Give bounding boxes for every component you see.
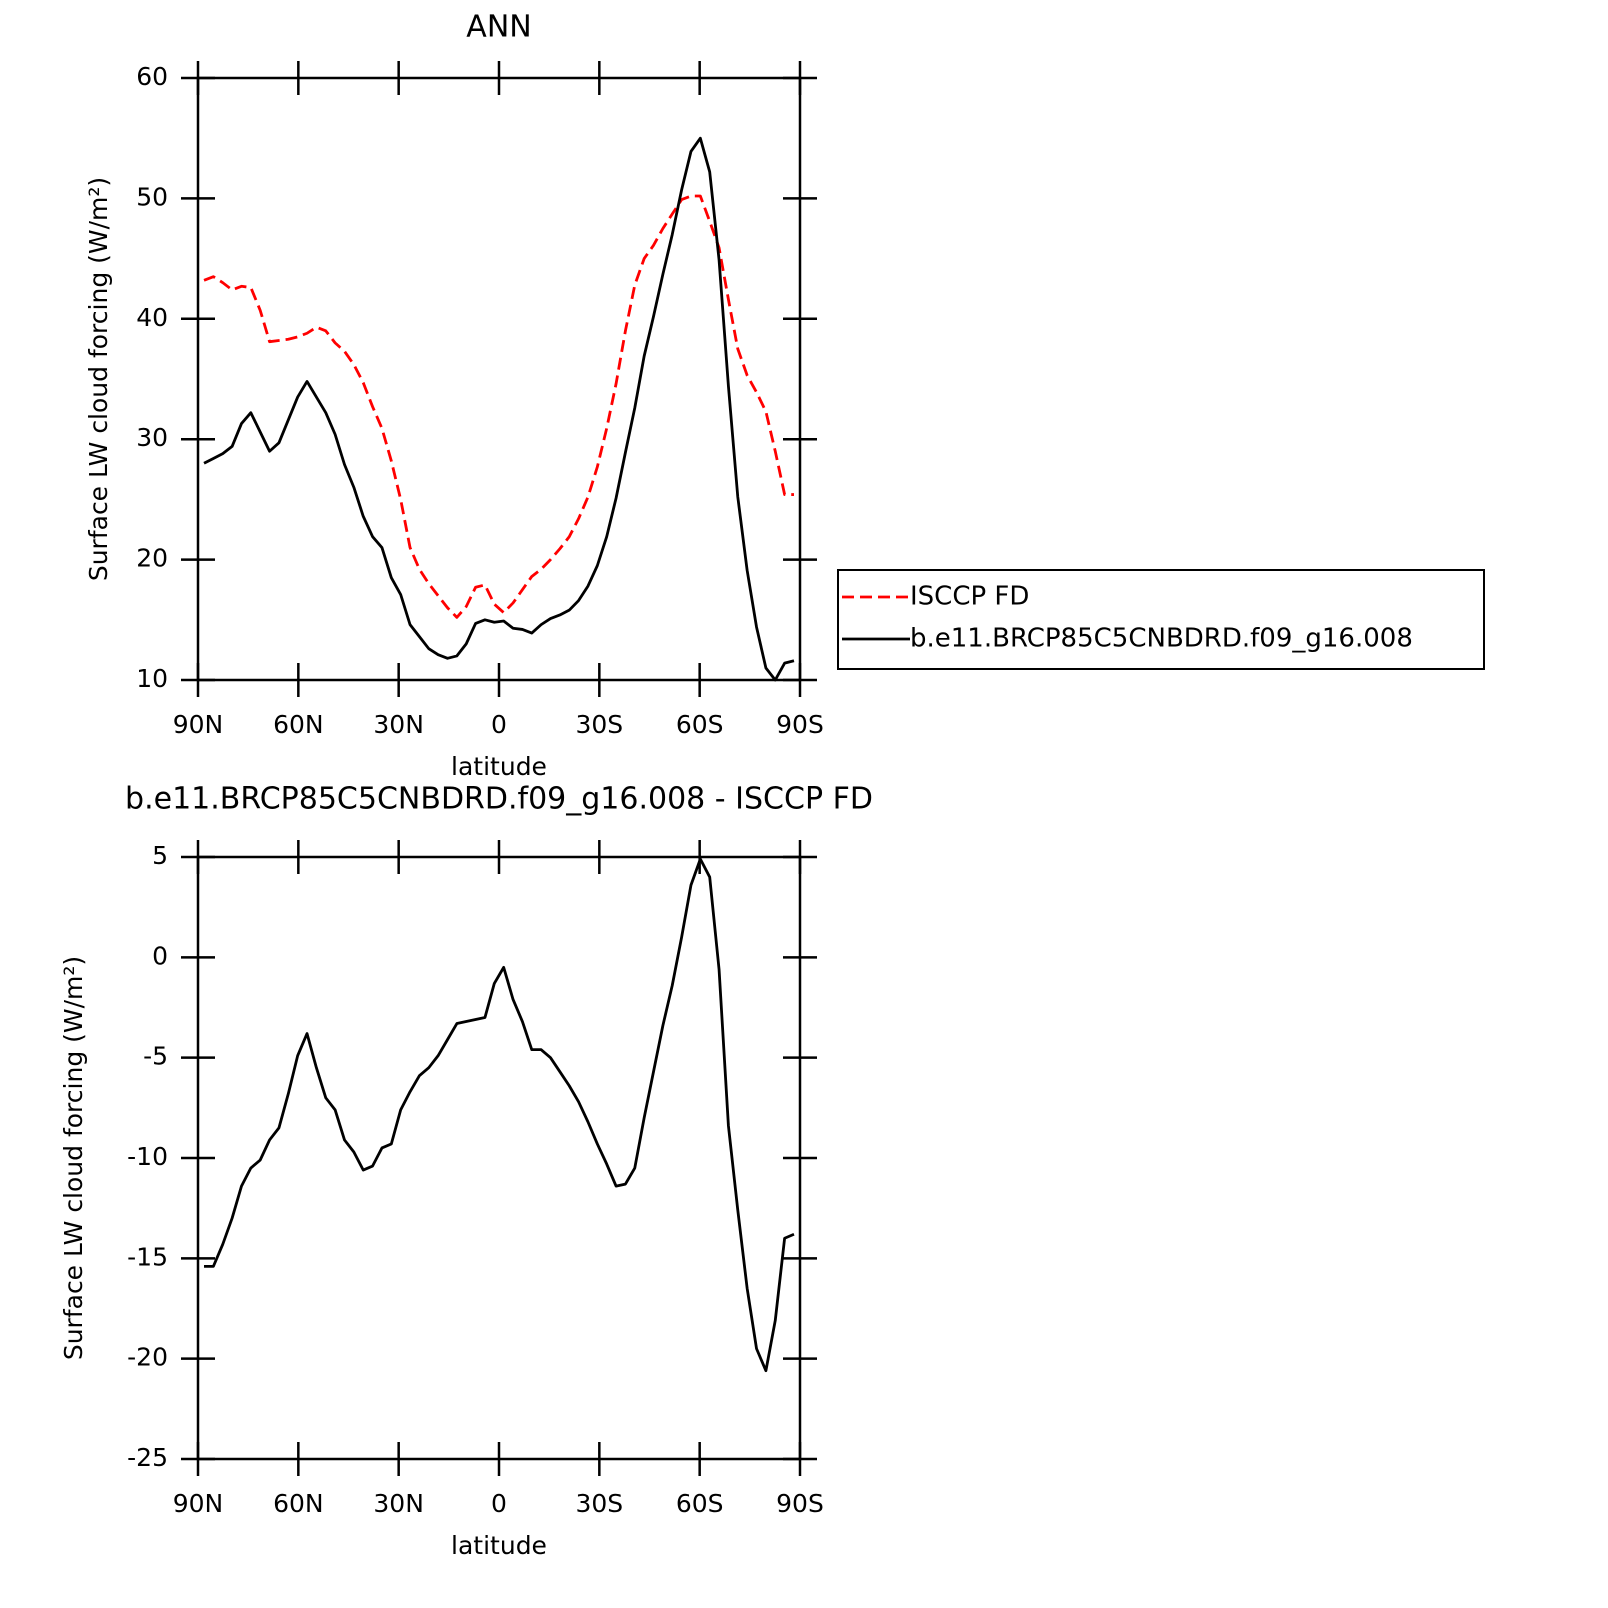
y-axis-label: Surface LW cloud forcing (W/m²) — [84, 177, 113, 581]
y-axis-label: Surface LW cloud forcing (W/m²) — [59, 956, 88, 1360]
y-tick-label: 40 — [136, 303, 168, 332]
y-tick-label: 5 — [152, 841, 168, 870]
x-tick-label: 60S — [676, 1489, 724, 1518]
y-tick-label: 0 — [152, 941, 168, 970]
data-line — [204, 857, 795, 1373]
x-axis-label: latitude — [451, 752, 547, 781]
legend-label: b.e11.BRCP85C5CNBDRD.f09_g16.008 — [910, 624, 1413, 654]
x-tick-label: 60S — [676, 710, 724, 739]
y-tick-label: 30 — [136, 423, 168, 452]
x-tick-label: 90S — [776, 1489, 824, 1518]
y-tick-label: -25 — [127, 1443, 168, 1472]
x-tick-label: 0 — [491, 1489, 507, 1518]
x-tick-label: 30S — [575, 710, 623, 739]
data-line — [203, 136, 795, 682]
x-tick-label: 90N — [173, 1489, 224, 1518]
x-tick-label: 0 — [491, 710, 507, 739]
y-tick-label: 20 — [136, 544, 168, 573]
chart-title: b.e11.BRCP85C5CNBDRD.f09_g16.008 - ISCCP… — [125, 782, 873, 817]
y-tick-label: 50 — [136, 182, 168, 211]
plot-frame — [196, 855, 802, 1461]
x-tick-label: 30S — [575, 1489, 623, 1518]
x-tick-label: 60N — [273, 1489, 324, 1518]
x-axis-label: latitude — [451, 1531, 547, 1560]
chart-title: ANN — [466, 10, 531, 45]
x-tick-label: 30N — [373, 710, 424, 739]
legend-box — [837, 569, 1485, 670]
x-tick-label: 90N — [173, 710, 224, 739]
plot-frame — [196, 76, 802, 682]
y-tick-label: -15 — [127, 1242, 168, 1271]
data-line — [203, 194, 794, 619]
y-tick-label: 60 — [136, 62, 168, 91]
legend-label: ISCCP FD — [910, 582, 1029, 612]
y-tick-label: -20 — [127, 1343, 168, 1372]
y-tick-label: 10 — [136, 664, 168, 693]
x-tick-label: 90S — [776, 710, 824, 739]
x-tick-label: 60N — [273, 710, 324, 739]
x-tick-label: 30N — [373, 1489, 424, 1518]
y-tick-label: -10 — [127, 1142, 168, 1171]
y-tick-label: -5 — [143, 1042, 168, 1071]
